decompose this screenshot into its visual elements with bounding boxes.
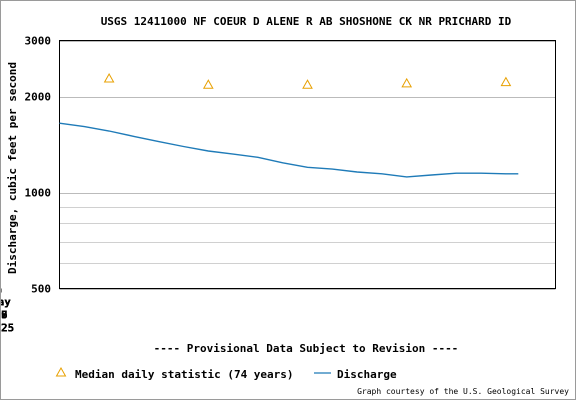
x-tick-label: 05 xyxy=(1,309,8,322)
y-tick-label: 3000 xyxy=(25,35,52,48)
legend-median-symbol xyxy=(55,366,67,377)
x-tick-label: 2025 xyxy=(1,322,14,335)
graph-credit: Graph courtesy of the U.S. Geological Su… xyxy=(357,387,569,396)
x-tick-label: May xyxy=(1,296,11,309)
legend-median-label: Median daily statistic (74 years) xyxy=(75,368,294,381)
y-axis-ticks: 500 1000 2000 3000 xyxy=(25,35,52,296)
grid-lines xyxy=(59,41,556,290)
median-marker xyxy=(202,79,214,89)
x-tick-label: 2025 xyxy=(1,322,14,335)
median-marker xyxy=(103,72,115,83)
x-tick-label: 06 xyxy=(1,309,8,322)
x-tick-label: 2025 xyxy=(1,322,14,335)
series xyxy=(59,72,519,178)
y-axis-label: Discharge, cubic feet per second xyxy=(6,62,19,274)
x-tick-label: 2025 xyxy=(1,322,14,335)
x-tick-label: May xyxy=(1,296,11,309)
x-axis-ticks: May052025May062025May072025May082025May0… xyxy=(1,288,14,335)
x-tick-label: 2025 xyxy=(1,322,14,335)
x-tick-label: May xyxy=(1,296,11,309)
plot-border xyxy=(59,40,556,289)
y-tick-label: 500 xyxy=(31,283,51,296)
x-tick-label: May xyxy=(1,296,11,309)
discharge-line xyxy=(59,122,519,178)
x-tick-label: 07 xyxy=(1,309,8,322)
legend-discharge-label: Discharge xyxy=(337,368,397,381)
provisional-notice: ---- Provisional Data Subject to Revisio… xyxy=(154,342,459,355)
chart-title: USGS 12411000 NF COEUR D ALENE R AB SHOS… xyxy=(101,15,512,28)
x-tick-label: 08 xyxy=(1,309,8,322)
median-marker xyxy=(302,79,313,89)
median-marker xyxy=(401,77,413,88)
y-tick-label: 1000 xyxy=(25,187,52,200)
x-tick-label: May xyxy=(1,296,11,309)
legend: Median daily statistic (74 years) Discha… xyxy=(55,366,397,381)
median-marker xyxy=(500,76,512,87)
y-tick-label: 2000 xyxy=(25,91,52,104)
plot-area xyxy=(59,40,556,289)
x-tick-label: 09 xyxy=(1,309,8,322)
